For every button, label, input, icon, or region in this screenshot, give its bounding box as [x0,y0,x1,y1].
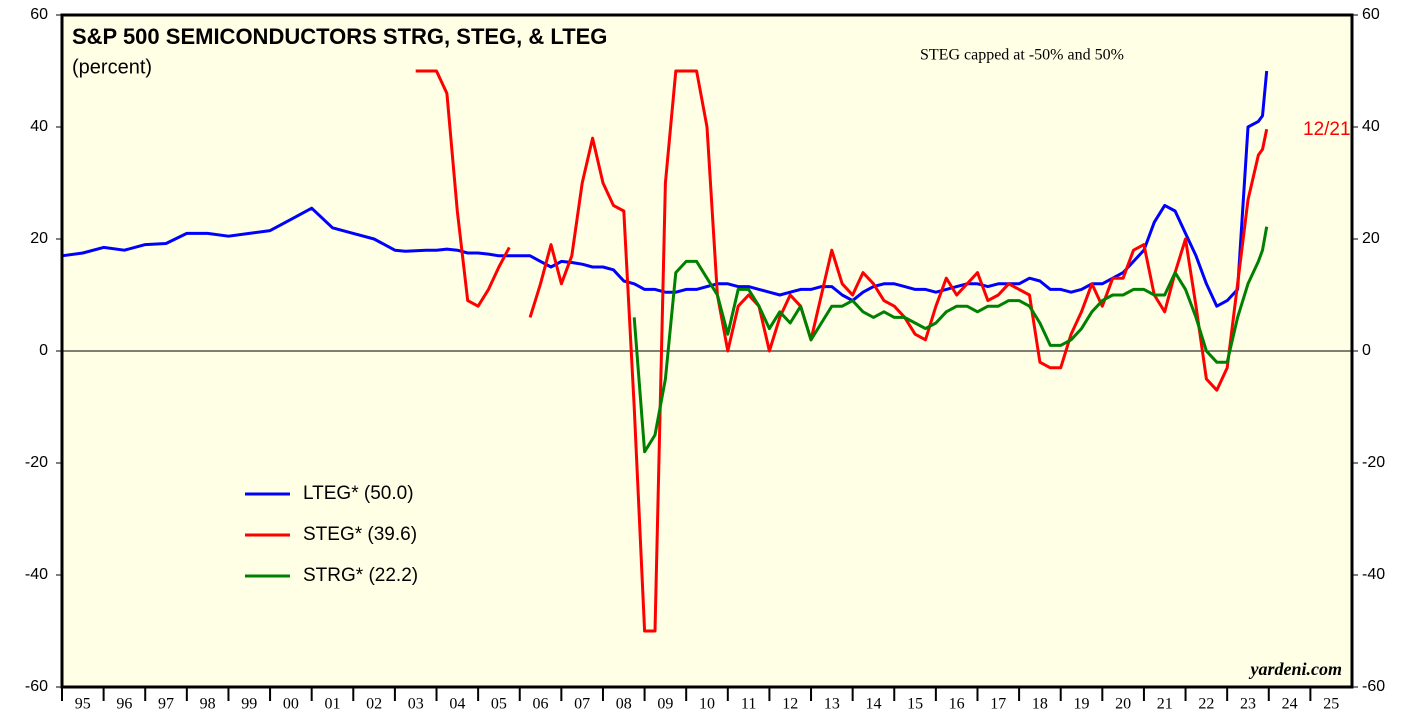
x-tick-label: 06 [533,696,549,713]
chart-title: S&P 500 SEMICONDUCTORS STRG, STEG, & LTE… [72,24,607,49]
x-tick-label: 96 [116,696,132,713]
x-tick-label: 09 [657,696,673,713]
legend-label: STEG* (39.6) [303,524,417,545]
x-tick-label: 14 [865,696,881,713]
x-tick-label: 08 [616,696,632,713]
x-tick-label: 95 [75,696,91,713]
x-tick-label: 07 [574,696,590,713]
x-tick-label: 11 [741,696,756,713]
plot-frame [60,13,1354,689]
x-tick-label: 16 [949,696,965,713]
y2-tick-label: 0 [1362,342,1371,359]
x-tick-label: 98 [200,696,216,713]
annotation: STEG capped at -50% and 50% [920,47,1124,64]
y2-tick-label: 40 [1362,118,1380,135]
y2-tick-label: 20 [1362,230,1380,247]
chart-subtitle: (percent) [72,56,152,78]
legend-label: LTEG* (50.0) [303,483,414,504]
y2-tick-label: -40 [1362,566,1385,583]
y-tick-label: -40 [25,566,48,583]
x-tick-label: 01 [324,696,340,713]
x-tick-label: 23 [1240,696,1256,713]
x-tick-label: 10 [699,696,715,713]
x-tick-label: 99 [241,696,257,713]
x-tick-label: 25 [1323,696,1339,713]
y2-tick-label: -60 [1362,678,1385,695]
x-tick-label: 17 [990,696,1006,713]
x-tick-label: 22 [1198,696,1214,713]
x-tick-label: 03 [408,696,424,713]
watermark: yardeni.com [1249,659,1343,679]
y2-tick-label: 60 [1362,6,1380,23]
annotation: 12/21 [1303,119,1351,140]
y-tick-label: 40 [30,118,48,135]
y-tick-label: 60 [30,6,48,23]
x-tick-label: 18 [1032,696,1048,713]
y-tick-label: -60 [25,678,48,695]
series-line [632,226,1269,454]
y-tick-label: 0 [39,342,48,359]
x-tick-label: 00 [283,696,299,713]
x-tick-label: 04 [449,696,465,713]
series-line [61,70,1269,308]
x-tick-label: 12 [782,696,798,713]
x-tick-label: 21 [1157,696,1173,713]
x-tick-label: 02 [366,696,382,713]
y-tick-label: -20 [25,454,48,471]
y2-tick-label: -20 [1362,454,1385,471]
y-tick-label: 20 [30,230,48,247]
x-tick-label: 20 [1115,696,1131,713]
legend-label: STRG* (22.2) [303,565,418,586]
x-tick-label: 24 [1282,696,1298,713]
x-tick-label: 97 [158,696,174,713]
x-tick-label: 13 [824,696,840,713]
x-tick-label: 15 [907,696,923,713]
x-tick-label: 19 [1074,696,1090,713]
x-tick-label: 05 [491,696,507,713]
